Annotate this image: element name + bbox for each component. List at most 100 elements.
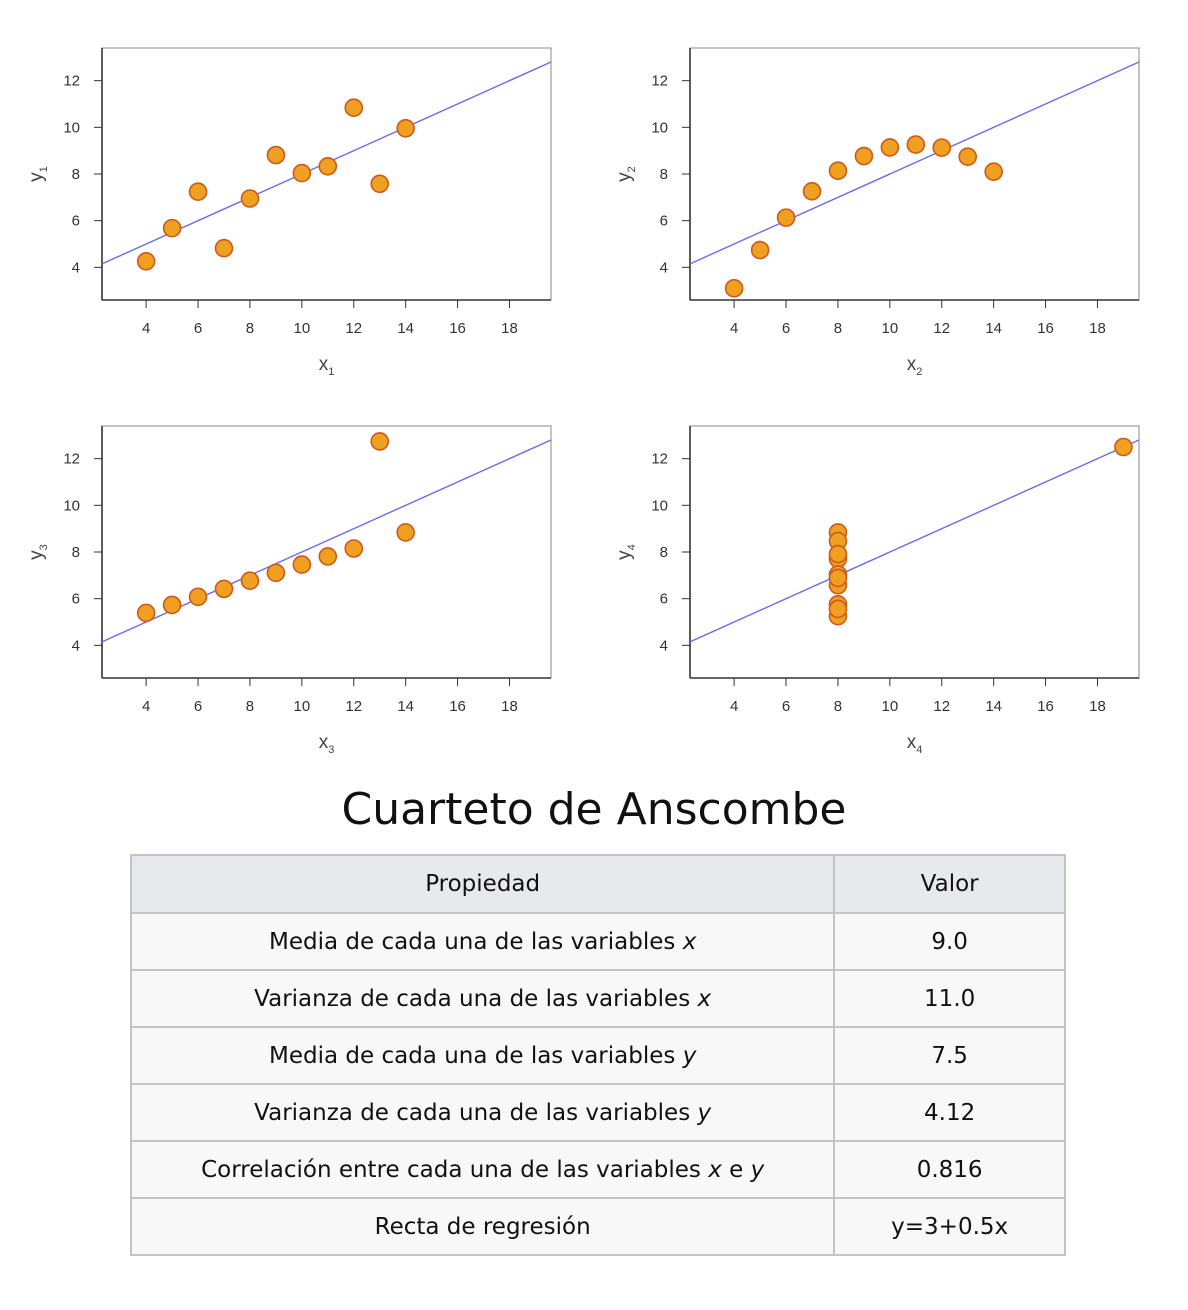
data-point: [266, 145, 286, 165]
data-point: [396, 523, 415, 542]
y-axis-label: y4: [614, 544, 638, 560]
x-tick-label: 18: [1089, 320, 1106, 337]
scatter-panel-3: 4 6 8 10 12 14 16 18 4 6 8 10 12 x3 y3: [26, 425, 552, 756]
x-tick-label: 12: [933, 320, 950, 337]
property-text: Correlación entre cada una de las variab…: [201, 1156, 709, 1183]
x-axis-label-sub: 4: [916, 744, 922, 756]
x-tick-label: 14: [985, 698, 1002, 715]
data-point: [344, 98, 364, 118]
property-var-2: y: [750, 1156, 765, 1183]
data-point: [188, 182, 208, 202]
x-tick-label: 8: [246, 320, 254, 337]
x-tick-label: 4: [142, 698, 150, 715]
data-point: [370, 174, 390, 194]
x-axis-label: x3: [319, 732, 335, 756]
x-axis-label-sub: 2: [916, 366, 922, 378]
value-cell: 11.0: [833, 969, 1066, 1028]
data-point: [828, 161, 848, 181]
x-tick-label: 16: [449, 320, 466, 337]
x-tick-label: 16: [449, 698, 466, 715]
x-tick-label: 16: [1037, 698, 1054, 715]
property-text: Media de cada una de las variables: [269, 928, 683, 955]
data-point: [776, 208, 796, 227]
y-tick-label: 4: [72, 259, 80, 276]
x-tick-label: 4: [142, 320, 150, 337]
x-axis-label: x1: [319, 354, 335, 378]
property-cell: Varianza de cada una de las variables x: [129, 969, 836, 1028]
x-tick-label: 18: [1089, 698, 1106, 715]
property-text: Varianza de cada una de las variables: [254, 985, 698, 1012]
data-point: [854, 146, 874, 166]
y-tick-label: 8: [72, 166, 80, 183]
scatter-panel-1: 4 6 8 10 12 14 16 18 4 6 8 10 12 x1 y1: [26, 47, 552, 378]
property-var: y: [697, 1099, 712, 1126]
y-tick-label: 4: [72, 637, 80, 654]
y-tick-label: 12: [651, 451, 668, 468]
y-axis-label: y2: [614, 166, 638, 182]
x-axis-label-sub: 3: [328, 744, 334, 756]
header-propiedad: Propiedad: [129, 854, 836, 914]
data-point: [370, 432, 390, 451]
y-tick-label: 8: [660, 544, 668, 561]
value-cell: 9.0: [833, 912, 1066, 971]
y-tick-label: 8: [72, 544, 80, 561]
data-point: [802, 181, 822, 201]
table-row: Media de cada una de las variables x 9.0: [129, 912, 1066, 971]
x-tick-label: 18: [501, 320, 518, 337]
x-axis-label: x4: [907, 732, 923, 756]
x-tick-label: 12: [933, 698, 950, 715]
y-tick-label: 6: [660, 213, 668, 230]
table-row: Correlación entre cada una de las variab…: [129, 1140, 1066, 1199]
property-cell: Media de cada una de las variables y: [129, 1026, 836, 1085]
page-title: Cuarteto de Anscombe: [341, 784, 847, 835]
y-tick-label: 6: [72, 591, 80, 608]
y-tick-label: 12: [651, 73, 668, 90]
data-point: [162, 218, 182, 238]
x-tick-label: 14: [397, 698, 414, 715]
data-point: [188, 587, 208, 607]
x-tick-label: 14: [397, 320, 414, 337]
data-point: [828, 568, 848, 588]
property-var: x: [682, 928, 697, 955]
x-axis-label-sub: 1: [328, 366, 334, 378]
x-tick-label: 4: [730, 698, 738, 715]
y-tick-label: 10: [63, 497, 80, 514]
x-tick-label: 8: [834, 698, 842, 715]
property-var: x: [708, 1156, 722, 1183]
data-point: [880, 138, 900, 157]
y-axis-label-sub: 1: [38, 166, 50, 172]
data-point: [932, 138, 952, 157]
data-point: [292, 163, 312, 183]
data-point: [828, 544, 848, 564]
y-tick-label: 12: [63, 73, 80, 90]
table-row: Media de cada una de las variables y 7.5: [129, 1026, 1066, 1085]
data-point: [1114, 437, 1133, 457]
y-axis-label: y1: [26, 166, 50, 182]
data-point: [984, 162, 1003, 181]
property-connector: e: [721, 1156, 751, 1183]
y-tick-label: 6: [660, 591, 668, 608]
properties-table: Propiedad Valor Media de cada una de las…: [129, 854, 1066, 1256]
data-point: [958, 147, 978, 167]
x-tick-label: 6: [194, 698, 202, 715]
data-point: [906, 135, 926, 154]
plot-frame: [689, 425, 1140, 679]
y-axis-label-sub: 2: [626, 166, 638, 172]
property-cell: Recta de regresión: [129, 1197, 836, 1256]
x-tick-label: 6: [194, 320, 202, 337]
x-tick-label: 6: [782, 320, 790, 337]
regression-line: [690, 61, 1139, 265]
data-point: [136, 251, 156, 271]
y-tick-label: 12: [63, 451, 80, 468]
property-cell: Correlación entre cada una de las variab…: [129, 1140, 836, 1199]
property-text: Varianza de cada una de las variables: [254, 1099, 698, 1126]
y-tick-label: 4: [660, 259, 668, 276]
scatter-panel-4: 4 6 8 10 12 14 16 18 4 6 8 10 12 x4 y4: [614, 425, 1140, 756]
x-tick-label: 10: [882, 698, 899, 715]
data-point: [318, 547, 338, 566]
value-cell: 7.5: [833, 1026, 1066, 1085]
data-point: [240, 189, 260, 208]
property-var: x: [697, 985, 712, 1012]
y-tick-label: 6: [72, 213, 80, 230]
x-tick-label: 8: [246, 698, 254, 715]
